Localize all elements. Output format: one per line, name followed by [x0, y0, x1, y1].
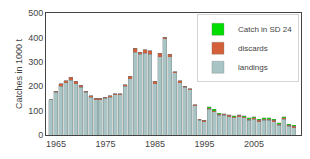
- svg-text:1965: 1965: [46, 139, 66, 149]
- svg-text:500: 500: [28, 8, 43, 18]
- svg-text:2005: 2005: [244, 139, 264, 149]
- svg-text:Catches in 1000 t: Catches in 1000 t: [14, 38, 24, 109]
- svg-text:100: 100: [28, 106, 43, 116]
- svg-text:300: 300: [28, 57, 43, 67]
- svg-text:Catch in SD 24: Catch in SD 24: [238, 25, 292, 34]
- svg-text:400: 400: [28, 33, 43, 43]
- svg-text:1975: 1975: [95, 139, 115, 149]
- svg-text:1985: 1985: [145, 139, 165, 149]
- svg-text:0: 0: [38, 130, 43, 140]
- svg-text:discards: discards: [238, 44, 268, 53]
- svg-text:1995: 1995: [194, 139, 214, 149]
- svg-text:landings: landings: [238, 63, 268, 72]
- svg-text:200: 200: [28, 81, 43, 91]
